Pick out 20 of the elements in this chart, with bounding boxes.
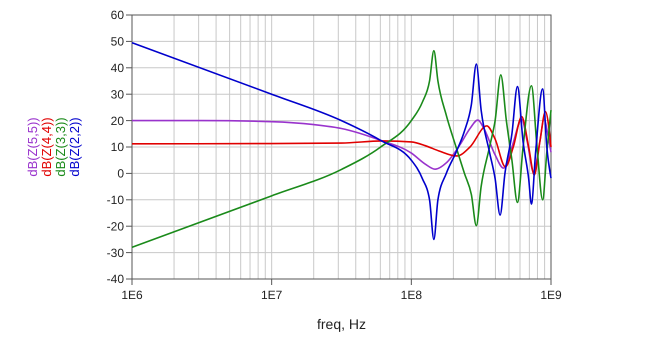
y-tick-label: -20 xyxy=(106,219,124,234)
x-tick-label: 1E9 xyxy=(540,288,562,302)
y-tick-label: 60 xyxy=(110,8,124,22)
y-tick-label: -30 xyxy=(106,246,124,260)
text: dB(Z(3,3)) xyxy=(53,117,68,177)
x-tick-label: 1E6 xyxy=(121,288,143,302)
y-tick-label: -40 xyxy=(106,272,124,286)
y-tick-label: 40 xyxy=(110,61,124,75)
y-tick-label: -10 xyxy=(106,193,124,207)
text: dB(Z(5,5)) xyxy=(25,117,40,177)
x-tick-label: 1E8 xyxy=(400,288,422,302)
y-tick-label: 0 xyxy=(117,166,124,181)
y-tick-label: 30 xyxy=(110,87,124,102)
y-tick-label: 10 xyxy=(110,140,124,154)
text: dB(Z(2,2)) xyxy=(67,117,82,177)
y-tick-label: 50 xyxy=(110,34,124,49)
x-tick-label: 1E7 xyxy=(260,288,283,302)
text: dB(Z(4,4)) xyxy=(39,117,54,177)
y-tick-label: 20 xyxy=(110,114,124,128)
x-axis-title: freq, Hz xyxy=(316,316,366,332)
